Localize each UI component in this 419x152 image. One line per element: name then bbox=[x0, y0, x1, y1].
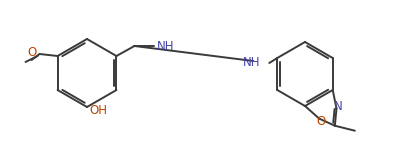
Text: O: O bbox=[27, 47, 36, 59]
Text: N: N bbox=[334, 100, 343, 113]
Text: OH: OH bbox=[89, 104, 107, 117]
Text: NH: NH bbox=[156, 40, 174, 54]
Text: O: O bbox=[317, 115, 326, 128]
Text: NH: NH bbox=[243, 57, 260, 69]
